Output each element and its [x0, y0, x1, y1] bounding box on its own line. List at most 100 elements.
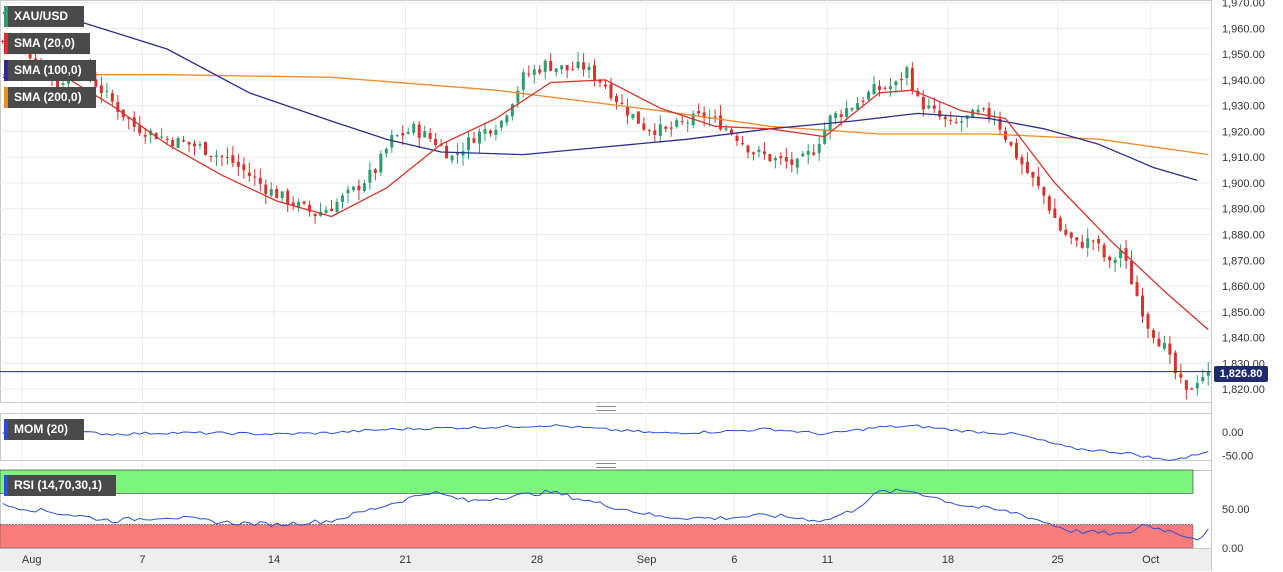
legend-mom[interactable]: MOM (20) — [4, 419, 84, 440]
candle — [1157, 331, 1161, 347]
candle-body — [949, 119, 953, 121]
candle — [477, 128, 481, 154]
legend-sma200-label: SMA (200,0) — [14, 90, 82, 104]
candle — [362, 179, 366, 193]
candle — [1042, 186, 1046, 205]
candle — [209, 155, 213, 163]
candle — [899, 72, 903, 91]
candle-body — [477, 131, 481, 144]
candle — [604, 79, 607, 90]
candle — [1206, 362, 1210, 386]
candle-body — [264, 184, 268, 194]
candle — [1064, 224, 1068, 237]
candle — [505, 114, 509, 126]
candle-body — [867, 92, 871, 100]
x-tick-label: 25 — [1051, 554, 1063, 566]
x-tick-label: 18 — [942, 554, 954, 566]
candle-body — [368, 169, 372, 183]
candle-body — [1058, 217, 1062, 231]
legend-instrument[interactable]: XAU/USD — [4, 6, 84, 27]
candle-body — [220, 155, 224, 157]
candle-body — [99, 85, 103, 94]
panel-resize-handle-rsi[interactable] — [596, 463, 616, 468]
candle — [1025, 152, 1029, 175]
candle — [697, 103, 701, 116]
candle — [330, 200, 334, 212]
candle — [1130, 250, 1134, 285]
candle — [642, 117, 646, 132]
candle — [609, 77, 613, 101]
candle-body — [894, 81, 898, 86]
candle-body — [576, 61, 580, 69]
candle-body — [406, 132, 410, 134]
candle-body — [450, 155, 454, 161]
candle-body — [127, 117, 131, 120]
candle — [231, 146, 235, 168]
candle-body — [1014, 142, 1018, 159]
candle-body — [609, 84, 613, 99]
candle-body — [631, 113, 635, 119]
candle — [806, 144, 810, 165]
candle-body — [527, 73, 531, 75]
candle — [675, 117, 679, 129]
sma100-line — [2, 12, 1198, 182]
candle — [379, 150, 383, 176]
candle — [302, 200, 306, 206]
candle — [856, 97, 860, 110]
x-axis-strip — [0, 549, 1211, 571]
candle — [1162, 336, 1166, 351]
candle-body — [417, 124, 421, 138]
x-tick-label: Sep — [637, 554, 657, 566]
candle-body — [998, 118, 1002, 130]
candle-body — [335, 201, 339, 213]
candle — [686, 119, 690, 133]
candle-body — [1141, 295, 1145, 317]
legend-sma100[interactable]: SMA (100,0) — [4, 60, 96, 81]
candle — [817, 135, 821, 162]
candle — [987, 102, 991, 123]
candle-body — [636, 111, 640, 124]
legend-mom-label: MOM (20) — [14, 422, 68, 436]
x-tick-label: 6 — [731, 554, 737, 566]
candle-body — [423, 131, 427, 138]
candle-body — [614, 95, 618, 103]
candle — [905, 65, 909, 86]
candle — [488, 129, 492, 137]
candle-body — [664, 126, 668, 129]
candle — [740, 136, 744, 146]
candle-body — [713, 116, 717, 118]
legend-sma200[interactable]: SMA (200,0) — [4, 87, 96, 108]
candle-body — [730, 129, 734, 135]
candle-body — [291, 202, 295, 207]
panel-resize-handle-mom[interactable] — [596, 406, 616, 411]
current-price-badge: 1,826.80 — [1214, 366, 1268, 382]
candle-body — [28, 51, 32, 59]
legend-sma20[interactable]: SMA (20,0) — [4, 33, 90, 54]
candle — [384, 147, 388, 158]
candle-body — [253, 176, 257, 178]
candle-body — [1091, 240, 1095, 242]
candle-body — [499, 120, 503, 128]
candle-body — [554, 68, 558, 72]
candle — [1053, 198, 1057, 219]
candle — [346, 185, 350, 203]
candle — [1108, 255, 1112, 269]
candle-body — [888, 86, 892, 89]
candle — [395, 134, 399, 138]
candle — [308, 200, 312, 217]
candle — [998, 111, 1002, 136]
legend-rsi[interactable]: RSI (14,70,30,1) — [4, 475, 116, 496]
candle-body — [872, 84, 876, 95]
rsi-y-tick-label: 0.00 — [1222, 543, 1243, 555]
candle-body — [899, 79, 903, 81]
candle-body — [143, 135, 147, 137]
candle — [182, 135, 186, 143]
candle-body — [236, 161, 240, 167]
candle-body — [286, 190, 290, 205]
candle — [1113, 256, 1117, 272]
candle — [571, 61, 575, 71]
candle — [450, 154, 454, 164]
candle — [203, 141, 207, 156]
candle-body — [516, 90, 520, 103]
candle — [554, 68, 558, 77]
